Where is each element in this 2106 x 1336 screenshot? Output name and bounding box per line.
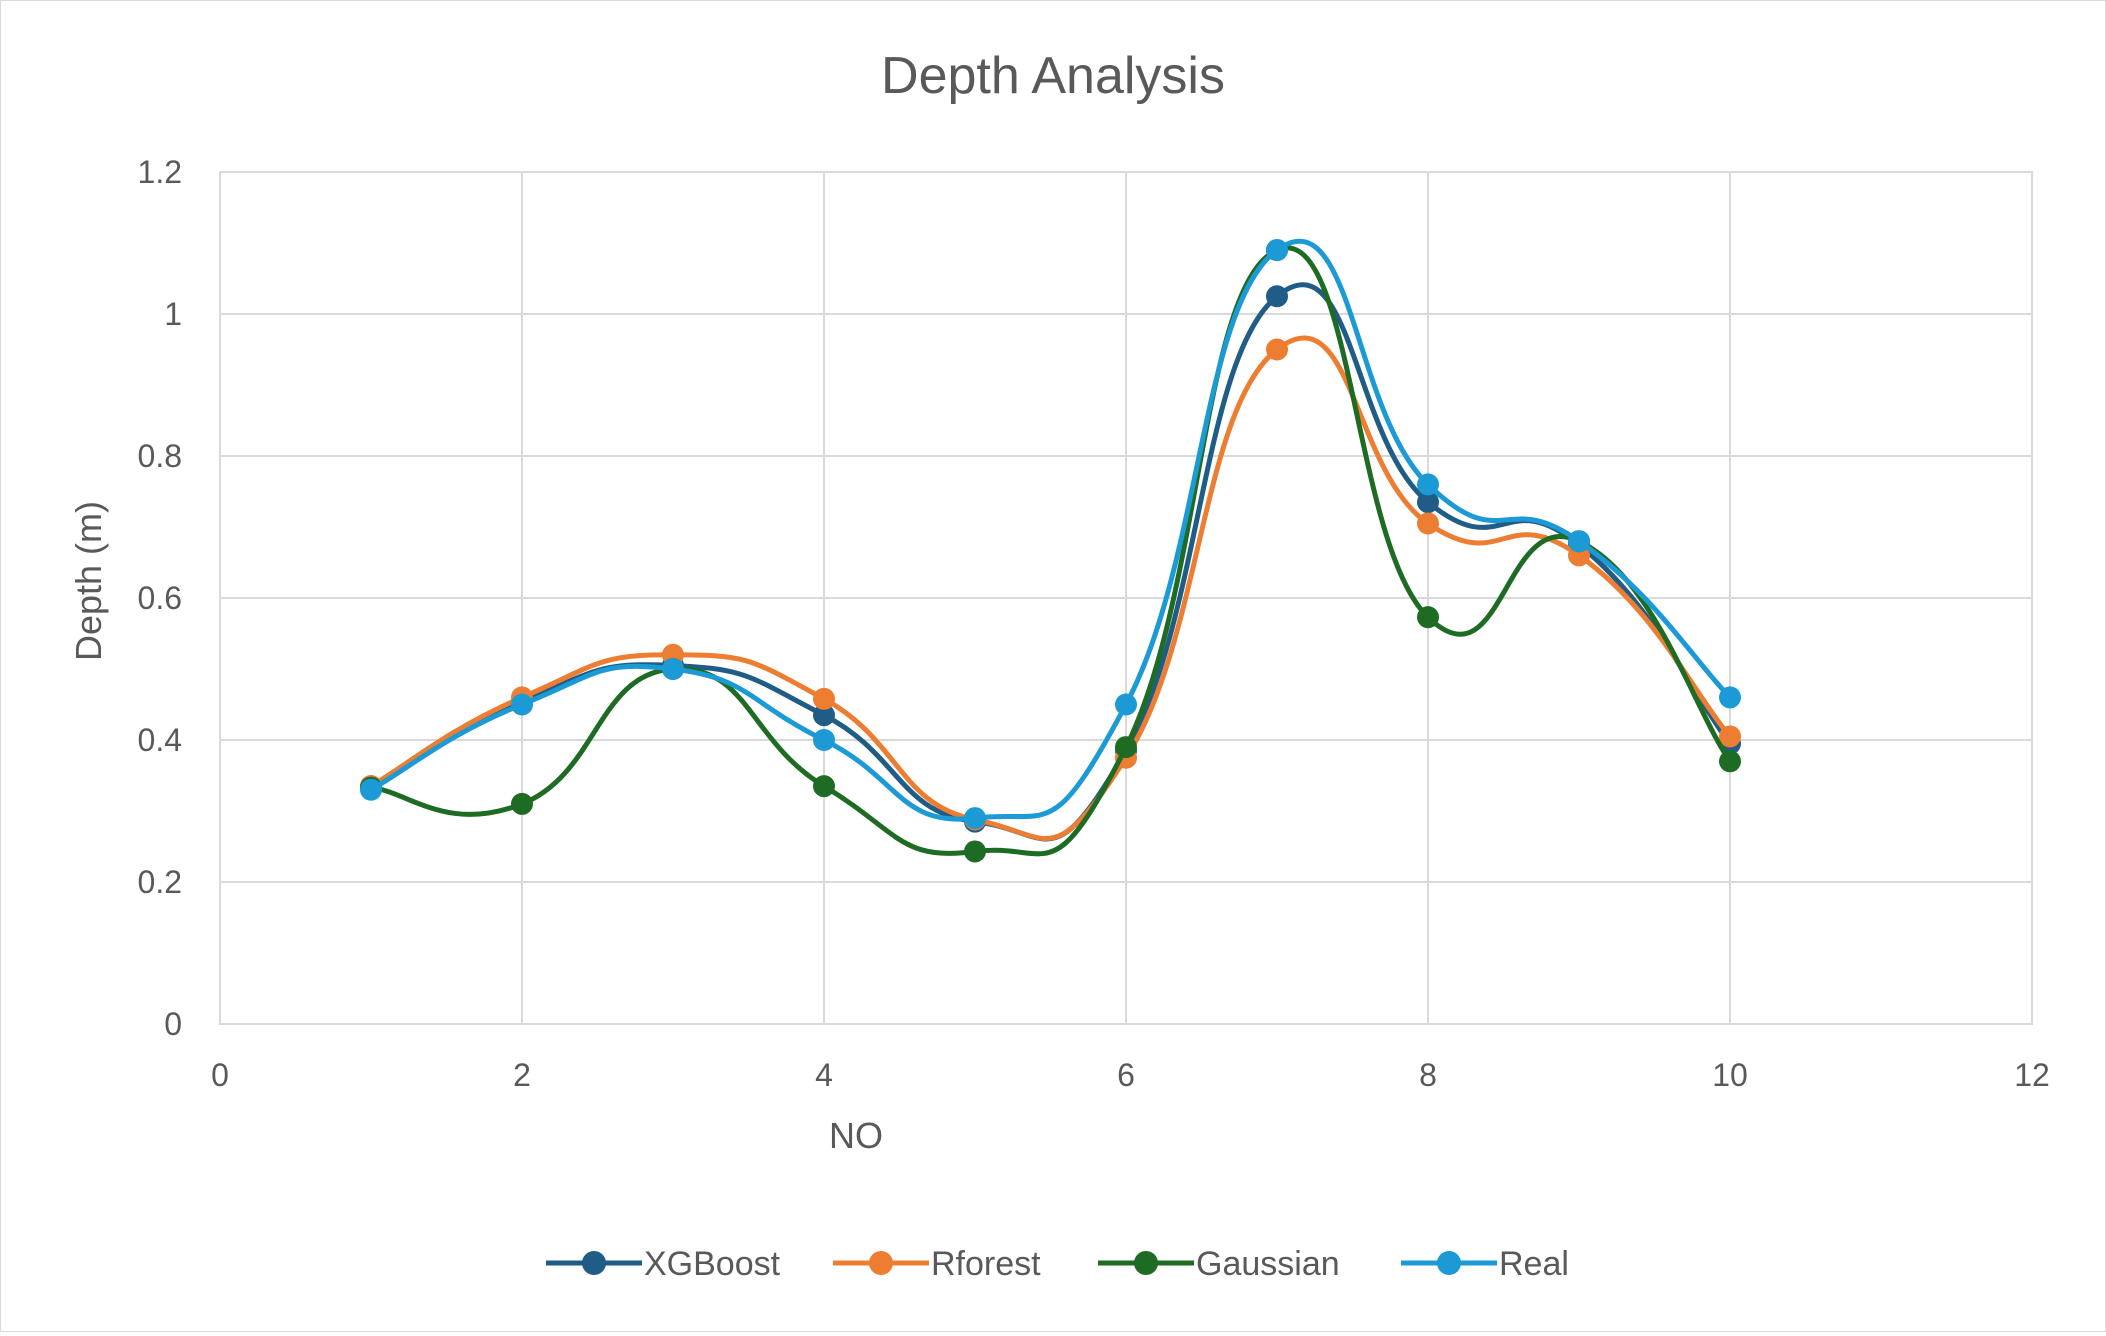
x-tick-label: 8 bbox=[1419, 1057, 1437, 1093]
y-tick-label: 0.6 bbox=[138, 580, 182, 616]
y-axis-ticks: 0 0.2 0.4 0.6 0.8 1 1.2 bbox=[138, 154, 182, 1042]
y-tick-label: 1.2 bbox=[138, 154, 182, 190]
series-line-real bbox=[368, 238, 1733, 822]
data-point-xgboost bbox=[1417, 491, 1439, 514]
legend-item-rforest: Rforest bbox=[833, 1245, 1041, 1283]
data-point-real bbox=[964, 807, 986, 830]
x-tick-label: 10 bbox=[1712, 1057, 1748, 1093]
data-point-rforest bbox=[1417, 512, 1439, 535]
data-point-real bbox=[360, 778, 382, 801]
series-gaussian bbox=[360, 239, 1741, 863]
series-line-gaussian bbox=[368, 245, 1733, 857]
legend-item-xgboost: XGBoost bbox=[546, 1245, 781, 1283]
x-tick-label: 0 bbox=[211, 1057, 229, 1093]
legend-marker bbox=[869, 1251, 893, 1275]
y-tick-label: 0.4 bbox=[138, 722, 182, 758]
y-tick-label: 0 bbox=[164, 1006, 182, 1042]
data-point-real bbox=[1417, 473, 1439, 496]
legend-item-gaussian: Gaussian bbox=[1098, 1245, 1340, 1283]
data-point-real bbox=[1719, 686, 1741, 709]
y-tick-label: 1 bbox=[164, 296, 182, 332]
legend-marker bbox=[1134, 1251, 1158, 1275]
series-line-xgboost bbox=[368, 282, 1733, 842]
chart-title: Depth Analysis bbox=[881, 47, 1225, 105]
data-point-real bbox=[813, 729, 835, 751]
x-tick-label: 12 bbox=[2014, 1057, 2050, 1093]
x-axis-title: NO bbox=[829, 1115, 883, 1156]
series-layer bbox=[360, 238, 1741, 863]
data-point-gaussian bbox=[1417, 606, 1439, 629]
series-real bbox=[360, 238, 1741, 830]
legend-label: Real bbox=[1499, 1245, 1569, 1283]
legend: XGBoost Rforest Gaussian Real bbox=[546, 1245, 1569, 1283]
data-point-rforest bbox=[813, 687, 835, 710]
data-point-rforest bbox=[1719, 725, 1741, 748]
gridlines bbox=[220, 172, 2032, 1024]
data-point-xgboost bbox=[813, 704, 835, 727]
y-tick-label: 0.8 bbox=[138, 438, 182, 474]
data-point-real bbox=[511, 693, 533, 716]
legend-item-real: Real bbox=[1401, 1245, 1569, 1283]
legend-marker bbox=[582, 1251, 606, 1275]
x-tick-label: 4 bbox=[815, 1057, 833, 1093]
data-point-gaussian bbox=[964, 840, 986, 863]
data-point-real bbox=[1568, 530, 1590, 553]
series-xgboost bbox=[360, 282, 1741, 842]
data-point-xgboost bbox=[1266, 285, 1288, 308]
legend-marker bbox=[1437, 1251, 1461, 1275]
y-tick-label: 0.2 bbox=[138, 864, 182, 900]
plot-area bbox=[219, 171, 2033, 1025]
x-tick-label: 6 bbox=[1117, 1057, 1135, 1093]
x-axis-ticks: 0 2 4 6 8 10 12 bbox=[211, 1057, 2050, 1093]
data-point-gaussian bbox=[511, 792, 533, 815]
data-point-real bbox=[662, 658, 684, 680]
data-point-rforest bbox=[1266, 338, 1288, 361]
legend-label: Gaussian bbox=[1196, 1245, 1340, 1283]
legend-label: XGBoost bbox=[644, 1245, 781, 1283]
data-point-gaussian bbox=[1719, 750, 1741, 773]
x-tick-label: 2 bbox=[513, 1057, 531, 1093]
legend-label: Rforest bbox=[931, 1245, 1041, 1283]
data-point-real bbox=[1115, 693, 1137, 716]
data-point-real bbox=[1266, 239, 1288, 262]
data-point-gaussian bbox=[813, 775, 835, 798]
series-rforest bbox=[360, 335, 1741, 842]
data-point-gaussian bbox=[1115, 736, 1137, 759]
y-axis-title: Depth (m) bbox=[68, 501, 109, 661]
